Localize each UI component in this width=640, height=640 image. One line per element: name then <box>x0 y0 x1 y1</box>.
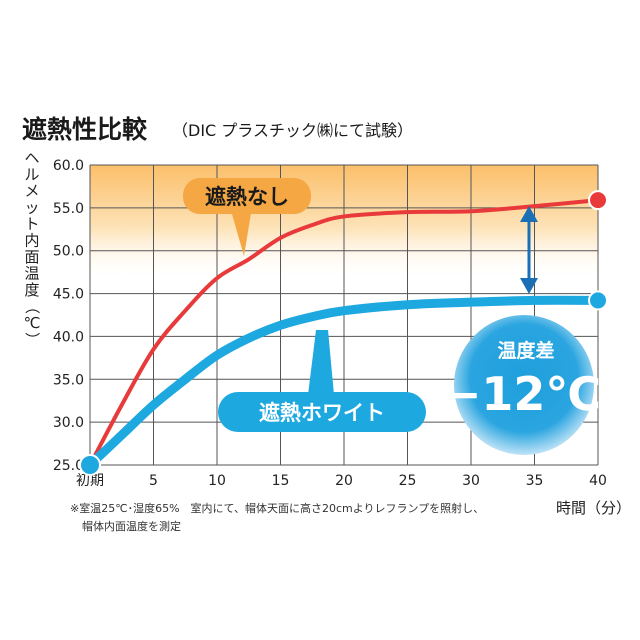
callout-shield-white-label: 遮熱ホワイト <box>259 401 385 425</box>
y-tick-label: 35.0 <box>53 372 84 388</box>
y-axis-label-char: 面 <box>24 248 39 266</box>
x-tick-label: 5 <box>149 473 158 489</box>
y-tick-label: 25.0 <box>53 458 84 474</box>
x-tick-label: 15 <box>272 473 290 489</box>
callout-no-shield: 遮熱なし <box>183 178 311 256</box>
x-tick-label: 10 <box>208 473 226 489</box>
x-tick-label: 40 <box>589 473 607 489</box>
difference-arrow <box>520 206 538 294</box>
series-end-point-shield-white <box>588 290 608 311</box>
series-group <box>79 190 608 476</box>
temperature-difference-label: 温度差 <box>497 339 554 362</box>
chart-title: 遮熱性比較 <box>22 115 148 144</box>
series-line-shield-white <box>85 295 603 470</box>
y-tick-label: 40.0 <box>53 329 84 345</box>
series-end-point-no-shield <box>588 190 608 211</box>
y-axis-label-char: 度 <box>24 281 39 299</box>
callout-shield-white: 遮熱ホワイト <box>218 330 426 432</box>
y-tick-label: 45.0 <box>53 287 84 303</box>
y-axis-label-char: （ <box>23 299 41 314</box>
y-axis-label-char: ヘ <box>24 149 39 167</box>
temperature-difference-value: −12℃ <box>443 367 601 421</box>
y-tick-label: 60.0 <box>53 158 84 174</box>
x-tick-label: 30 <box>462 473 480 489</box>
series-start-point <box>79 454 101 476</box>
footnote-line-1: ※室温25℃･湿度65% 室内にて、帽体天面に高さ20cmよりレフランプを照射し… <box>70 501 484 515</box>
series-line-no-shield <box>88 198 600 467</box>
x-axis-label: 時間（分） <box>556 499 631 517</box>
x-tick-label: 初期 <box>76 472 104 489</box>
x-tick-label: 20 <box>335 473 353 489</box>
y-axis-ticks: 25.0 30.0 35.0 40.0 45.0 50.0 55.0 60.0 <box>53 158 84 474</box>
y-tick-label: 55.0 <box>53 201 84 217</box>
y-axis-label-char: ッ <box>24 199 39 217</box>
y-axis-label-char: ℃ <box>24 314 41 332</box>
y-axis-label-char: ） <box>23 332 41 347</box>
x-tick-label: 35 <box>526 473 544 489</box>
y-axis-label-char: ト <box>24 215 39 233</box>
y-axis-label-char: 温 <box>24 265 39 283</box>
chart-subtitle: （DIC プラスチック㈱にて試験） <box>172 121 413 140</box>
x-axis-ticks: 初期 5 10 15 20 25 30 35 40 <box>76 472 607 489</box>
footnote-line-2: 帽体内面温度を測定 <box>82 519 181 533</box>
y-axis-label-char: 内 <box>24 232 39 250</box>
y-axis-label-char: ル <box>24 166 39 184</box>
temperature-difference-badge: 温度差 −12℃ <box>443 315 601 455</box>
y-tick-label: 30.0 <box>53 415 84 431</box>
x-tick-label: 25 <box>399 473 417 489</box>
y-axis-label-char: メ <box>24 182 39 200</box>
callout-no-shield-label: 遮熱なし <box>205 185 289 209</box>
y-tick-label: 50.0 <box>53 244 84 260</box>
